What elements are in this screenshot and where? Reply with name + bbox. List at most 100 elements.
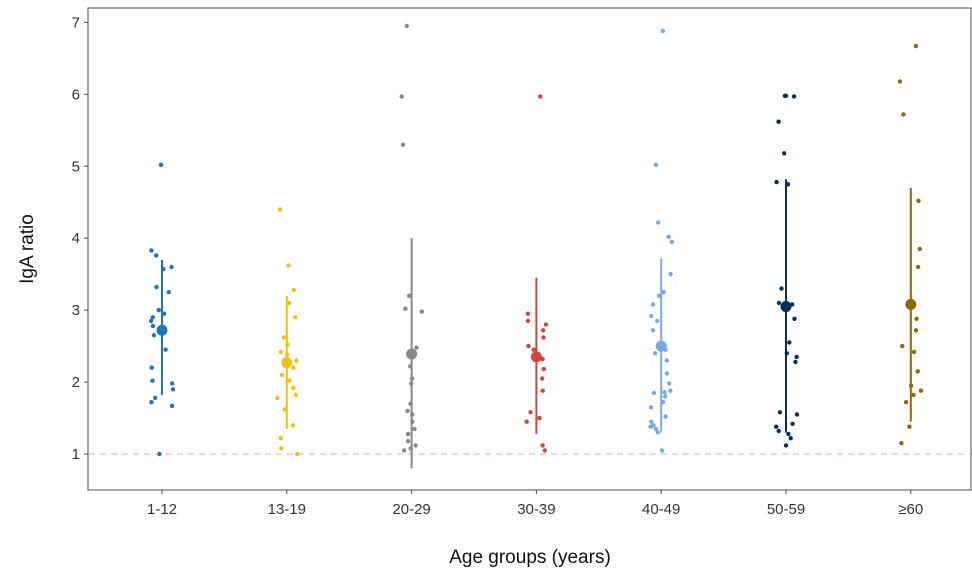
data-point [279, 446, 284, 451]
data-point [649, 419, 654, 424]
data-point [163, 347, 168, 352]
mean-point [530, 351, 542, 363]
data-point [413, 443, 418, 448]
data-point [656, 220, 661, 225]
data-point [405, 431, 411, 437]
data-point [913, 328, 919, 333]
data-point [792, 316, 797, 321]
mean-point [406, 348, 418, 360]
data-point [664, 358, 669, 363]
data-point [776, 428, 781, 434]
data-point [166, 290, 171, 295]
data-point [779, 286, 784, 291]
data-point [648, 424, 653, 429]
data-point [151, 333, 157, 338]
data-point [914, 316, 919, 321]
data-point [150, 315, 155, 320]
data-point [656, 293, 662, 298]
data-point [782, 93, 788, 99]
data-point [666, 234, 671, 239]
data-point [525, 318, 531, 324]
data-point [149, 248, 154, 253]
data-point [541, 328, 546, 333]
data-point [650, 302, 656, 307]
data-point [526, 343, 531, 349]
mean-point [655, 340, 667, 352]
data-point [158, 162, 164, 167]
x-tick-label: ≥60 [898, 501, 923, 518]
data-point [531, 347, 536, 352]
data-point [540, 388, 545, 393]
data-point [659, 448, 665, 453]
data-point [794, 354, 799, 360]
y-axis: 1 2 3 4 5 6 7 [72, 14, 88, 463]
data-point [287, 378, 292, 383]
data-point [915, 264, 921, 270]
y-tick-label: 2 [72, 374, 80, 391]
data-point [776, 300, 782, 306]
y-axis-title: IgA ratio [17, 214, 38, 284]
series-group [524, 94, 549, 453]
data-point [917, 246, 922, 252]
data-point [542, 448, 547, 453]
data-point [275, 395, 280, 401]
y-tick-label: 5 [72, 158, 80, 175]
x-tick-label: 50-59 [767, 501, 805, 518]
data-point [153, 395, 158, 401]
data-point [660, 28, 665, 34]
data-point [899, 441, 904, 446]
data-point [399, 94, 404, 99]
data-point [782, 151, 787, 156]
series-group [774, 93, 800, 448]
data-point [405, 438, 411, 444]
data-point [907, 424, 912, 429]
data-point [663, 414, 668, 419]
data-point [911, 392, 916, 398]
data-point [913, 43, 919, 49]
mean-point [780, 301, 792, 313]
data-point [787, 340, 792, 345]
y-tick-label: 4 [72, 230, 80, 247]
data-point [541, 366, 546, 372]
y-tick-label: 1 [72, 446, 80, 463]
data-point [650, 328, 656, 333]
data-point [524, 419, 529, 424]
y-tick-label: 3 [72, 302, 80, 319]
data-point [653, 426, 659, 432]
data-point [281, 335, 286, 340]
data-point [790, 421, 795, 426]
data-point [652, 351, 658, 356]
data-point [419, 309, 424, 314]
data-point [400, 142, 406, 147]
data-point [538, 94, 543, 99]
data-point [279, 372, 285, 378]
x-tick-label: 40-49 [642, 501, 680, 518]
mean-point [281, 357, 293, 369]
mean-point [905, 298, 917, 310]
data-point [664, 371, 670, 376]
data-point [404, 23, 409, 29]
data-point [528, 410, 533, 415]
data-point [776, 119, 781, 124]
data-point [916, 198, 921, 203]
data-point [291, 385, 296, 390]
data-point [525, 311, 531, 316]
data-point [648, 405, 654, 410]
data-point [900, 343, 905, 349]
data-point [170, 381, 175, 386]
data-point [663, 394, 668, 399]
series-layer [148, 23, 924, 469]
data-point [901, 112, 906, 117]
series-group [399, 23, 424, 469]
data-point [774, 179, 779, 185]
data-point [169, 264, 174, 270]
data-point [540, 376, 545, 381]
data-point [150, 378, 155, 383]
data-point [911, 349, 917, 355]
x-tick-label: 1-12 [147, 501, 177, 518]
data-point [541, 335, 546, 340]
data-point [291, 287, 296, 293]
data-point [154, 253, 159, 258]
